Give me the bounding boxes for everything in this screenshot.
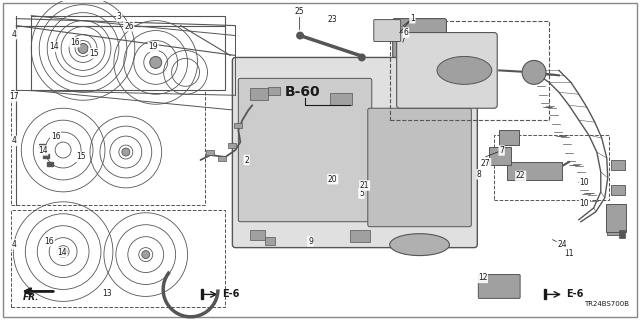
Bar (489, 147, 511, 165)
Text: 22: 22 (516, 172, 525, 180)
Text: 6: 6 (404, 28, 408, 37)
Text: E-6: E-6 (223, 289, 240, 300)
Text: 15: 15 (89, 49, 99, 58)
Text: 14: 14 (38, 146, 47, 155)
Circle shape (296, 32, 304, 40)
Ellipse shape (437, 56, 492, 84)
Bar (218, 156, 227, 161)
Text: 12: 12 (477, 273, 487, 282)
Bar (499, 130, 519, 145)
Circle shape (59, 248, 67, 256)
Bar (12, 210, 225, 307)
Bar (611, 160, 625, 170)
Bar (390, 20, 549, 120)
Text: 4: 4 (12, 30, 17, 39)
Bar (330, 93, 352, 105)
Bar (200, 289, 202, 300)
Bar (619, 230, 625, 238)
Bar (507, 162, 562, 180)
Bar (207, 150, 214, 155)
FancyBboxPatch shape (374, 20, 401, 42)
Text: 25: 25 (294, 7, 304, 16)
Text: 10: 10 (580, 198, 589, 207)
Text: 11: 11 (564, 250, 573, 259)
Ellipse shape (390, 234, 449, 256)
Bar (494, 135, 609, 200)
Text: 17: 17 (10, 92, 19, 101)
Text: 23: 23 (328, 15, 337, 24)
Text: 4: 4 (12, 240, 17, 249)
Text: 21: 21 (360, 181, 369, 190)
Text: 5: 5 (359, 189, 364, 198)
FancyBboxPatch shape (478, 275, 520, 298)
Bar (350, 230, 370, 242)
Text: FR.: FR. (23, 293, 40, 302)
Text: 4: 4 (12, 136, 17, 145)
Text: 2: 2 (244, 156, 249, 164)
Circle shape (142, 251, 150, 259)
FancyBboxPatch shape (393, 19, 447, 58)
Text: 15: 15 (76, 152, 86, 161)
Text: 3: 3 (117, 12, 122, 21)
Bar (12, 90, 205, 205)
Text: 14: 14 (49, 42, 59, 52)
Bar (607, 225, 621, 235)
FancyBboxPatch shape (238, 78, 372, 222)
Text: E-6: E-6 (566, 289, 583, 300)
Text: 8: 8 (477, 170, 482, 179)
FancyBboxPatch shape (368, 108, 471, 227)
Bar (47, 162, 53, 166)
Text: TR24BS700B: TR24BS700B (584, 301, 628, 307)
Bar (268, 87, 280, 95)
Text: 7: 7 (499, 146, 504, 155)
Text: 14: 14 (57, 248, 67, 257)
Text: 24: 24 (557, 240, 567, 249)
Text: 16: 16 (51, 132, 60, 140)
Bar (228, 143, 236, 148)
Bar (44, 154, 49, 158)
Text: 26: 26 (124, 22, 134, 31)
FancyBboxPatch shape (397, 33, 497, 108)
Text: 16: 16 (44, 237, 54, 246)
Text: 27: 27 (481, 159, 490, 168)
Circle shape (150, 56, 162, 68)
Bar (544, 289, 546, 300)
Bar (234, 123, 243, 128)
Text: 1: 1 (410, 14, 415, 23)
Circle shape (122, 148, 130, 156)
Bar (250, 88, 268, 100)
Text: 13: 13 (102, 289, 111, 298)
Bar (605, 204, 626, 232)
Text: 10: 10 (580, 178, 589, 187)
Text: 20: 20 (328, 175, 337, 184)
Text: 16: 16 (70, 38, 79, 47)
Circle shape (78, 44, 88, 53)
Circle shape (358, 53, 366, 61)
Text: B-60: B-60 (285, 85, 321, 99)
FancyBboxPatch shape (232, 58, 477, 248)
Bar (611, 185, 625, 195)
Bar (265, 237, 275, 244)
Circle shape (522, 60, 546, 84)
Text: 19: 19 (148, 42, 158, 52)
Bar (39, 144, 45, 148)
Text: 9: 9 (308, 237, 313, 246)
Bar (250, 230, 265, 240)
